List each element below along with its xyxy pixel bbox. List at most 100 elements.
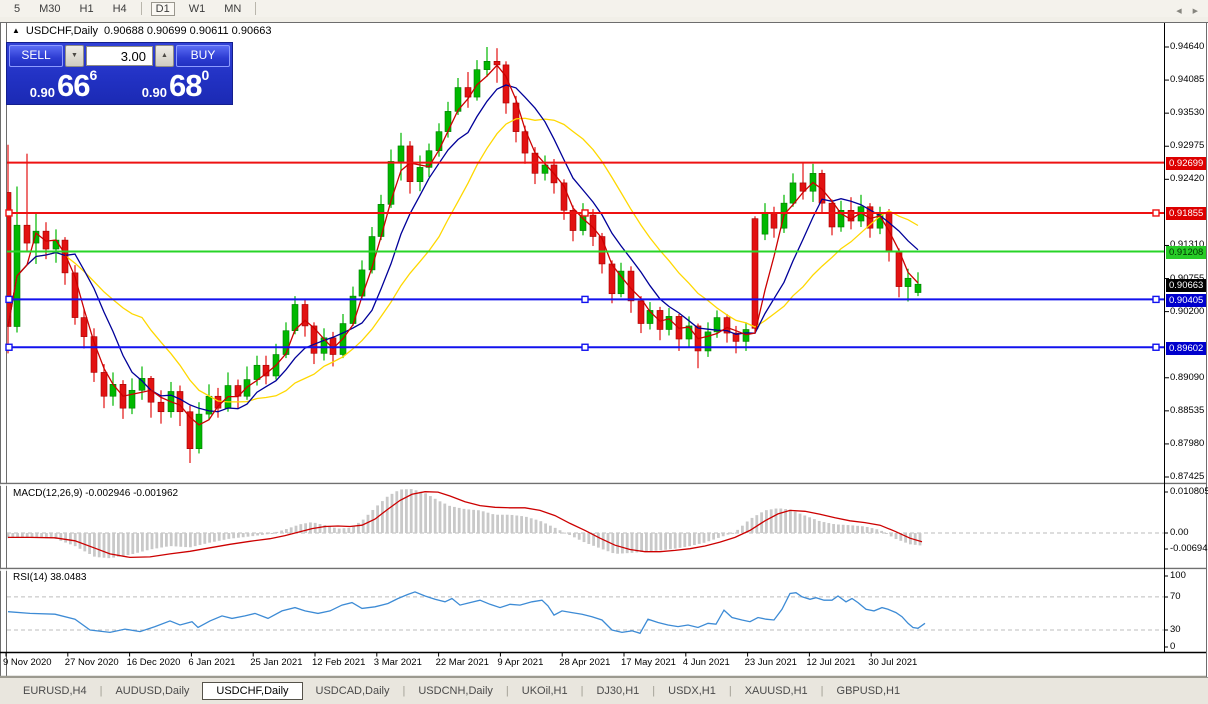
candle-body	[579, 214, 587, 231]
macd-bar	[352, 525, 355, 533]
volume-increase-button[interactable]: ▲	[155, 45, 174, 67]
candle-body	[100, 372, 108, 397]
macd-bar	[630, 533, 634, 553]
sell-price[interactable]: 0.90 66 6	[9, 67, 118, 103]
tab-usdcnh-daily[interactable]: USDCNH,Daily	[418, 685, 493, 697]
macd-bar	[645, 533, 648, 552]
macd-bar	[529, 518, 533, 533]
hline-handle[interactable]	[1152, 343, 1160, 351]
macd-bar	[150, 533, 154, 550]
macd-bar	[467, 509, 471, 533]
macd-bar	[165, 533, 168, 547]
tab-ukoil-h1[interactable]: UKOil,H1	[521, 685, 568, 697]
macd-bar	[73, 533, 77, 547]
timeframe-button-mn[interactable]: MN	[224, 2, 242, 15]
sell-price-prefix: 0.90	[29, 85, 56, 100]
timeframe-button-h1[interactable]: H1	[79, 2, 94, 15]
macd-bar	[875, 529, 879, 533]
tab-usdx-h1[interactable]: USDX,H1	[668, 685, 716, 697]
macd-bar	[707, 533, 711, 542]
macd-bar	[539, 521, 543, 533]
hline-handle[interactable]	[5, 343, 13, 351]
macd-bar	[59, 533, 63, 541]
candle-body	[569, 209, 577, 231]
macd-bar	[347, 527, 351, 533]
volume-input[interactable]	[86, 46, 153, 66]
macd-bar	[611, 533, 615, 554]
macd-bar	[11, 533, 15, 539]
macd-bar	[697, 533, 701, 544]
macd-bar	[97, 533, 101, 558]
macd-bar	[510, 514, 514, 533]
timeframe-button-d1[interactable]: D1	[150, 1, 175, 16]
timeframe-button-5[interactable]: 5	[14, 2, 21, 15]
timeframe-button-w1[interactable]: W1	[188, 2, 206, 15]
tab-scroll-left-button[interactable]: ◀	[1176, 8, 1182, 15]
macd-bar	[49, 533, 53, 539]
buy-button[interactable]: BUY	[176, 45, 230, 67]
tab-eurusd-h4[interactable]: EURUSD,H4	[23, 685, 87, 697]
toolbar-divider	[140, 2, 142, 15]
timeframe-button-h4[interactable]: H4	[112, 2, 127, 15]
hline-handle[interactable]	[5, 295, 13, 304]
candle-body	[368, 236, 376, 271]
macd-bar	[621, 533, 624, 554]
buy-price[interactable]: 0.90 68 0	[121, 67, 230, 103]
hline-handle[interactable]	[581, 343, 589, 351]
tab-separator: |	[99, 685, 103, 697]
chevron-down-icon: ▼	[71, 52, 78, 59]
macd-bar	[654, 533, 658, 551]
macd-bar	[443, 503, 447, 533]
candle-body	[837, 209, 845, 228]
macd-bar	[361, 519, 365, 533]
tab-usdchf-daily[interactable]: USDCHF,Daily	[202, 682, 303, 700]
tab-xauusd-h1[interactable]: XAUUSD,H1	[744, 685, 808, 697]
macd-bar	[438, 501, 442, 533]
hline-handle[interactable]	[1152, 295, 1160, 304]
chart-symbol-label: USDCHF,Daily	[25, 25, 99, 37]
macd-bar	[30, 533, 34, 538]
tab-gbpusd-h1[interactable]: GBPUSD,H1	[836, 685, 901, 697]
tab-usdcad-daily[interactable]: USDCAD,Daily	[315, 685, 390, 697]
macd-bar	[846, 525, 850, 533]
candle-body	[483, 61, 491, 70]
sell-button[interactable]: SELL	[9, 45, 63, 67]
candle-body	[502, 64, 510, 104]
candle-body	[914, 283, 922, 293]
macd-bar	[366, 514, 370, 533]
macd-bar	[102, 533, 106, 558]
tab-scroll-right-button[interactable]: ▶	[1192, 8, 1198, 15]
hline-handle[interactable]	[581, 209, 589, 217]
hline-handle[interactable]	[581, 295, 589, 304]
tab-dj30-h1[interactable]: DJ30,H1	[596, 685, 640, 697]
timeframe-button-m30[interactable]: M30	[39, 2, 61, 15]
macd-bar	[265, 533, 269, 535]
macd-bar	[774, 508, 778, 533]
macd-bar	[390, 493, 394, 533]
tab-separator: |	[652, 685, 656, 697]
candle-body	[195, 413, 203, 449]
toolbar-divider	[255, 2, 257, 15]
candle-body	[493, 61, 501, 66]
macd-bar	[889, 533, 893, 537]
macd-bar	[745, 521, 749, 533]
candle-body	[61, 239, 69, 274]
macd-bar	[736, 529, 739, 533]
macd-bar	[395, 491, 399, 533]
volume-decrease-button[interactable]: ▼	[65, 45, 84, 67]
macd-bar	[837, 524, 840, 533]
tab-audusd-daily[interactable]: AUDUSD,Daily	[115, 685, 190, 697]
macd-bar	[721, 533, 725, 537]
candle-body	[761, 212, 769, 235]
macd-bar	[453, 506, 456, 533]
candle-body	[464, 87, 472, 98]
macd-bar	[409, 489, 413, 533]
macd-bar	[673, 533, 677, 549]
macd-bar	[462, 508, 466, 533]
collapse-chart-icon[interactable]: ▲	[12, 26, 20, 35]
macd-bar	[525, 516, 528, 533]
hline-handle[interactable]	[5, 209, 13, 217]
macd-bar	[357, 522, 360, 533]
hline-handle[interactable]	[1152, 209, 1160, 217]
chart-ohlc-values: 0.90688 0.90699 0.90611 0.90663	[104, 25, 272, 37]
